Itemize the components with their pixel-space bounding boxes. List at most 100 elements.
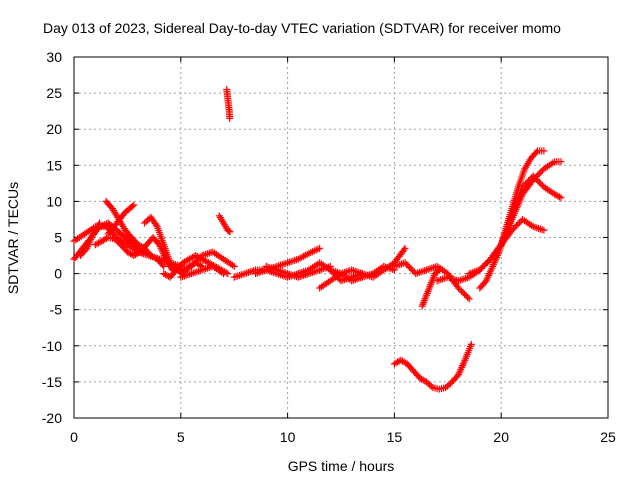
data-point — [220, 270, 228, 278]
series-arc-x — [476, 147, 548, 292]
data-point — [278, 261, 286, 269]
axis-ticks: 0 5 10 15 20 25 -20 -15 -10 -5 0 5 10 15 20 25 30 — [42, 49, 616, 445]
data-point — [422, 266, 430, 274]
data-point — [191, 268, 199, 276]
data-point — [401, 244, 409, 252]
data-point — [516, 219, 524, 227]
y-tick-label: -15 — [42, 374, 62, 390]
series-arc-d — [102, 197, 168, 270]
y-tick-label: 25 — [46, 85, 62, 101]
data-point — [529, 172, 537, 180]
data-point — [440, 274, 448, 282]
data-point — [514, 220, 522, 228]
data-point — [483, 258, 491, 266]
x-tick-label: 25 — [600, 429, 616, 445]
data-point — [276, 261, 284, 269]
data-point — [187, 270, 195, 278]
series-arc-u — [433, 158, 565, 285]
data-point — [427, 382, 435, 390]
data-point — [525, 177, 533, 185]
data-point — [284, 259, 292, 267]
data-point — [531, 174, 539, 182]
data-point — [130, 201, 138, 209]
data-point — [512, 222, 520, 230]
data-point — [538, 226, 546, 234]
data-point — [232, 273, 240, 281]
data-point — [195, 255, 203, 263]
x-tick-label: 5 — [177, 429, 185, 445]
data-point — [536, 225, 544, 233]
data-point — [364, 271, 372, 279]
x-tick-label: 0 — [70, 429, 78, 445]
data-point — [237, 271, 245, 279]
y-tick-label: 20 — [46, 121, 62, 137]
series-arc-r — [326, 262, 398, 285]
data-point — [537, 168, 545, 176]
x-tick-label: 15 — [387, 429, 403, 445]
data-point — [458, 287, 466, 295]
data-point — [426, 265, 434, 273]
data-point — [462, 292, 470, 300]
data-point — [196, 267, 204, 275]
data-point — [204, 250, 211, 258]
data-point — [511, 223, 519, 231]
data-point — [225, 227, 233, 235]
data-point — [464, 293, 472, 301]
series-arc-j — [177, 262, 228, 281]
y-axis-title: SDTVAR / TECUs — [5, 182, 21, 294]
data-point — [407, 265, 415, 273]
series-arc-e — [104, 201, 138, 238]
y-tick-label: 5 — [54, 230, 62, 246]
data-point — [434, 267, 442, 275]
data-point — [526, 175, 534, 183]
data-point — [535, 224, 543, 232]
data-point — [349, 267, 357, 275]
data-point — [150, 253, 158, 261]
data-point — [96, 219, 104, 227]
data-point — [189, 269, 197, 277]
series-arc-t — [418, 266, 443, 310]
data-point — [285, 258, 293, 266]
data-point — [482, 260, 490, 268]
data-point — [236, 271, 244, 279]
data-point — [243, 269, 251, 277]
data-point — [477, 264, 485, 272]
data-point — [282, 259, 290, 267]
data-point — [289, 271, 297, 279]
data-point — [456, 286, 464, 294]
data-point — [239, 270, 247, 278]
data-point — [437, 276, 445, 284]
data-point — [152, 221, 160, 229]
data-point — [537, 180, 545, 188]
data-point — [412, 270, 420, 278]
data-point — [189, 261, 197, 269]
data-point — [409, 267, 417, 275]
data-point — [230, 262, 238, 270]
data-point — [417, 268, 425, 276]
data-point — [400, 358, 408, 366]
data-point — [194, 256, 202, 264]
data-point — [316, 266, 324, 274]
data-point — [415, 268, 423, 276]
x-axis-title: GPS time / hours — [288, 458, 395, 474]
data-point — [460, 275, 468, 283]
data-point — [241, 270, 249, 278]
data-point — [287, 258, 295, 266]
y-tick-label: 0 — [54, 266, 62, 282]
data-point — [406, 263, 414, 271]
data-point — [403, 260, 411, 268]
y-tick-label: 10 — [46, 193, 62, 209]
data-point — [316, 244, 324, 252]
y-tick-label: -10 — [42, 338, 62, 354]
data-point — [280, 260, 288, 268]
data-point — [244, 268, 252, 276]
data-point — [394, 358, 402, 366]
data-point — [424, 265, 432, 273]
data-point — [207, 249, 215, 257]
data-point — [191, 259, 199, 267]
data-point — [535, 178, 543, 186]
data-point — [421, 267, 429, 275]
data-point — [454, 284, 462, 292]
data-point — [467, 340, 475, 348]
